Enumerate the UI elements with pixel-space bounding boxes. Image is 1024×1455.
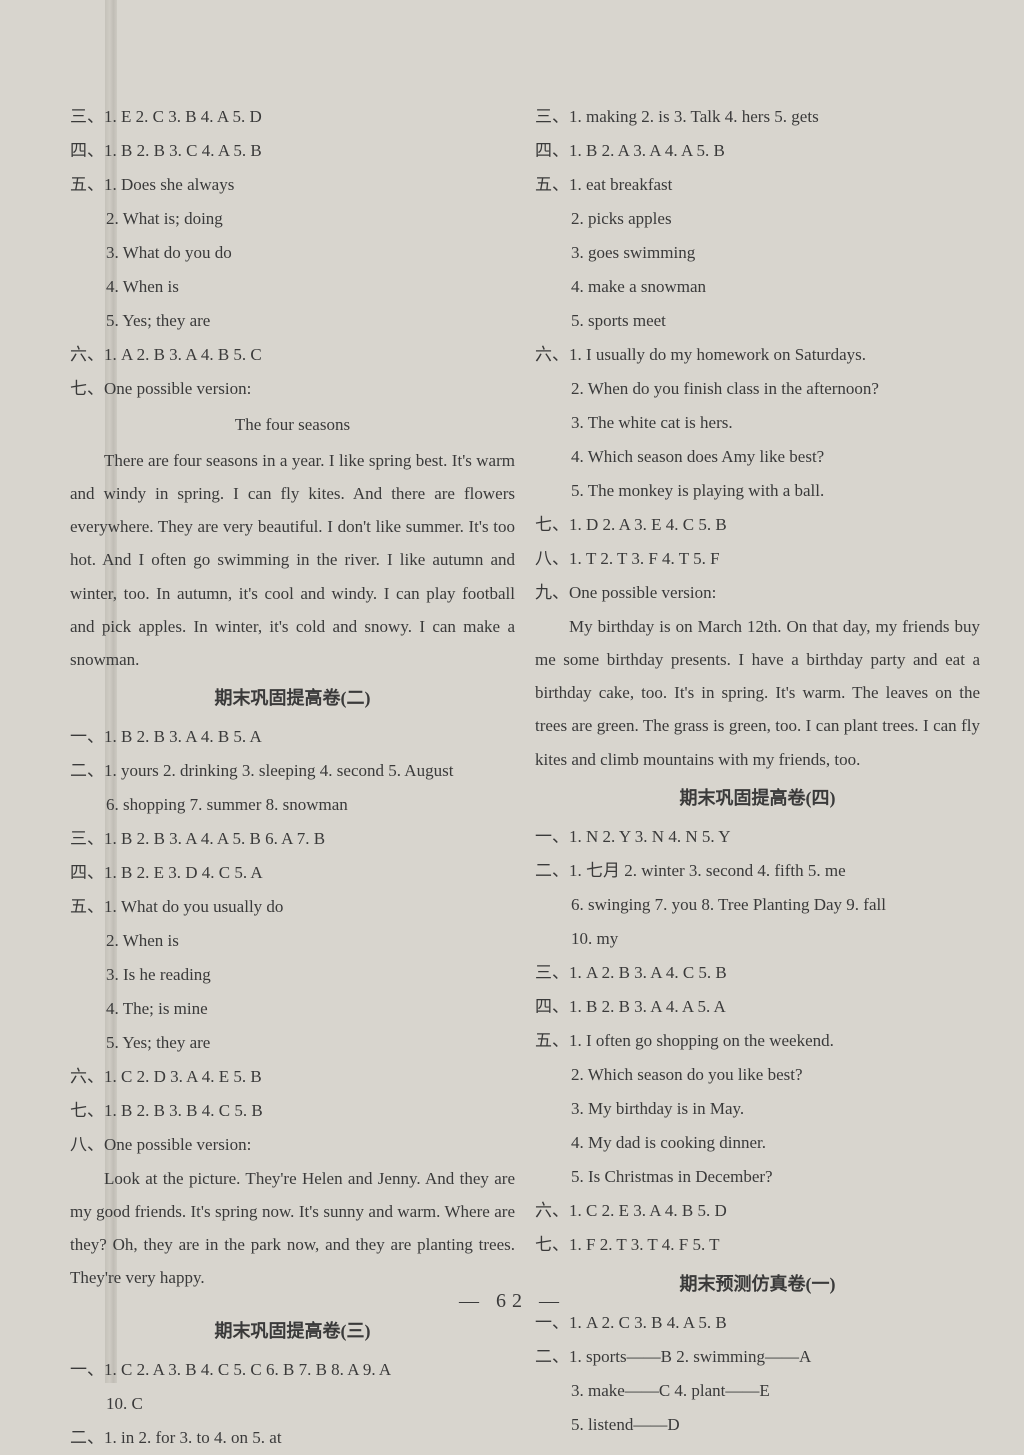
- answer-line: 六、1. C 2. E 3. A 4. B 5. D: [535, 1194, 980, 1228]
- answer-line: 四、1. B 2. A 3. A 4. A 5. B: [535, 134, 980, 168]
- answer-line: 3. My birthday is in May.: [535, 1092, 980, 1126]
- page-content: 三、1. E 2. C 3. B 4. A 5. D 四、1. B 2. B 3…: [60, 100, 980, 1300]
- answer-line: 4. When is: [70, 270, 515, 304]
- answer-line: 3. make——C 4. plant——E: [535, 1374, 980, 1408]
- answer-line: 三、1. B 2. B 3. A 4. A 5. B 6. A 7. B: [70, 822, 515, 856]
- page-number: — 62 —: [0, 1290, 1024, 1313]
- essay-body: Look at the picture. They're Helen and J…: [70, 1162, 515, 1295]
- answer-line: 八、1. T 2. T 3. F 4. T 5. F: [535, 542, 980, 576]
- section-title: 期末巩固提高卷(三): [70, 1313, 515, 1349]
- answer-line: 4. make a snowman: [535, 270, 980, 304]
- answer-line: 五、1. What do you usually do: [70, 890, 515, 924]
- answer-line: 2. picks apples: [535, 202, 980, 236]
- essay-body: There are four seasons in a year. I like…: [70, 444, 515, 676]
- answer-line: 2. What is; doing: [70, 202, 515, 236]
- left-column: 三、1. E 2. C 3. B 4. A 5. D 四、1. B 2. B 3…: [60, 100, 515, 1300]
- answer-line: 五、1. I often go shopping on the weekend.: [535, 1024, 980, 1058]
- answer-line: 五、1. Does she always: [70, 168, 515, 202]
- answer-line: 二、1. yours 2. drinking 3. sleeping 4. se…: [70, 754, 515, 788]
- section-title: 期末巩固提高卷(二): [70, 680, 515, 716]
- answer-line: 3. Is he reading: [70, 958, 515, 992]
- answer-line: 二、1. 七月 2. winter 3. second 4. fifth 5. …: [535, 854, 980, 888]
- answer-line: 二、1. in 2. for 3. to 4. on 5. at: [70, 1421, 515, 1455]
- answer-line: 四、1. B 2. E 3. D 4. C 5. A: [70, 856, 515, 890]
- answer-heading: 七、One possible version:: [70, 372, 515, 406]
- answer-heading: 八、One possible version:: [70, 1128, 515, 1162]
- answer-line: 四、1. B 2. B 3. A 4. A 5. A: [535, 990, 980, 1024]
- section-title: 期末巩固提高卷(四): [535, 780, 980, 816]
- answer-line: 三、1. E 2. C 3. B 4. A 5. D: [70, 100, 515, 134]
- answer-line: 3. goes swimming: [535, 236, 980, 270]
- answer-line: 5. Yes; they are: [70, 304, 515, 338]
- answer-line: 6. shopping 7. summer 8. snowman: [70, 788, 515, 822]
- answer-line: 六、1. C 2. D 3. A 4. E 5. B: [70, 1060, 515, 1094]
- answer-line: 5. sports meet: [535, 304, 980, 338]
- answer-line: 五、1. eat breakfast: [535, 168, 980, 202]
- answer-heading: 九、One possible version:: [535, 576, 980, 610]
- answer-line: 一、1. N 2. Y 3. N 4. N 5. Y: [535, 820, 980, 854]
- answer-line: 六、1. I usually do my homework on Saturda…: [535, 338, 980, 372]
- answer-line: 3. What do you do: [70, 236, 515, 270]
- answer-line: 5. Yes; they are: [70, 1026, 515, 1060]
- answer-line: 三、1. A 2. B 3. A 4. C 5. B: [535, 956, 980, 990]
- essay-body: My birthday is on March 12th. On that da…: [535, 610, 980, 776]
- answer-line: 6. swinging 7. you 8. Tree Planting Day …: [535, 888, 980, 922]
- answer-line: 七、1. F 2. T 3. T 4. F 5. T: [535, 1228, 980, 1262]
- answer-line: 5. Is Christmas in December?: [535, 1160, 980, 1194]
- answer-line: 三、1. making 2. is 3. Talk 4. hers 5. get…: [535, 100, 980, 134]
- answer-line: 5. The monkey is playing with a ball.: [535, 474, 980, 508]
- answer-line: 4. My dad is cooking dinner.: [535, 1126, 980, 1160]
- essay-title: The four seasons: [70, 408, 515, 442]
- answer-line: 5. listend——D: [535, 1408, 980, 1442]
- right-column: 三、1. making 2. is 3. Talk 4. hers 5. get…: [535, 100, 980, 1300]
- answer-line: 4. Which season does Amy like best?: [535, 440, 980, 474]
- answer-line: 七、1. B 2. B 3. B 4. C 5. B: [70, 1094, 515, 1128]
- answer-line: 10. C: [70, 1387, 515, 1421]
- answer-line: 3. The white cat is hers.: [535, 406, 980, 440]
- answer-line: 2. Which season do you like best?: [535, 1058, 980, 1092]
- answer-line: 一、1. B 2. B 3. A 4. B 5. A: [70, 720, 515, 754]
- answer-line: 四、1. B 2. B 3. C 4. A 5. B: [70, 134, 515, 168]
- answer-line: 七、1. D 2. A 3. E 4. C 5. B: [535, 508, 980, 542]
- answer-line: 4. The; is mine: [70, 992, 515, 1026]
- answer-line: 2. When is: [70, 924, 515, 958]
- answer-line: 2. When do you finish class in the after…: [535, 372, 980, 406]
- answer-line: 一、1. C 2. A 3. B 4. C 5. C 6. B 7. B 8. …: [70, 1353, 515, 1387]
- answer-line: 二、1. sports——B 2. swimming——A: [535, 1340, 980, 1374]
- answer-line: 六、1. A 2. B 3. A 4. B 5. C: [70, 338, 515, 372]
- answer-line: 10. my: [535, 922, 980, 956]
